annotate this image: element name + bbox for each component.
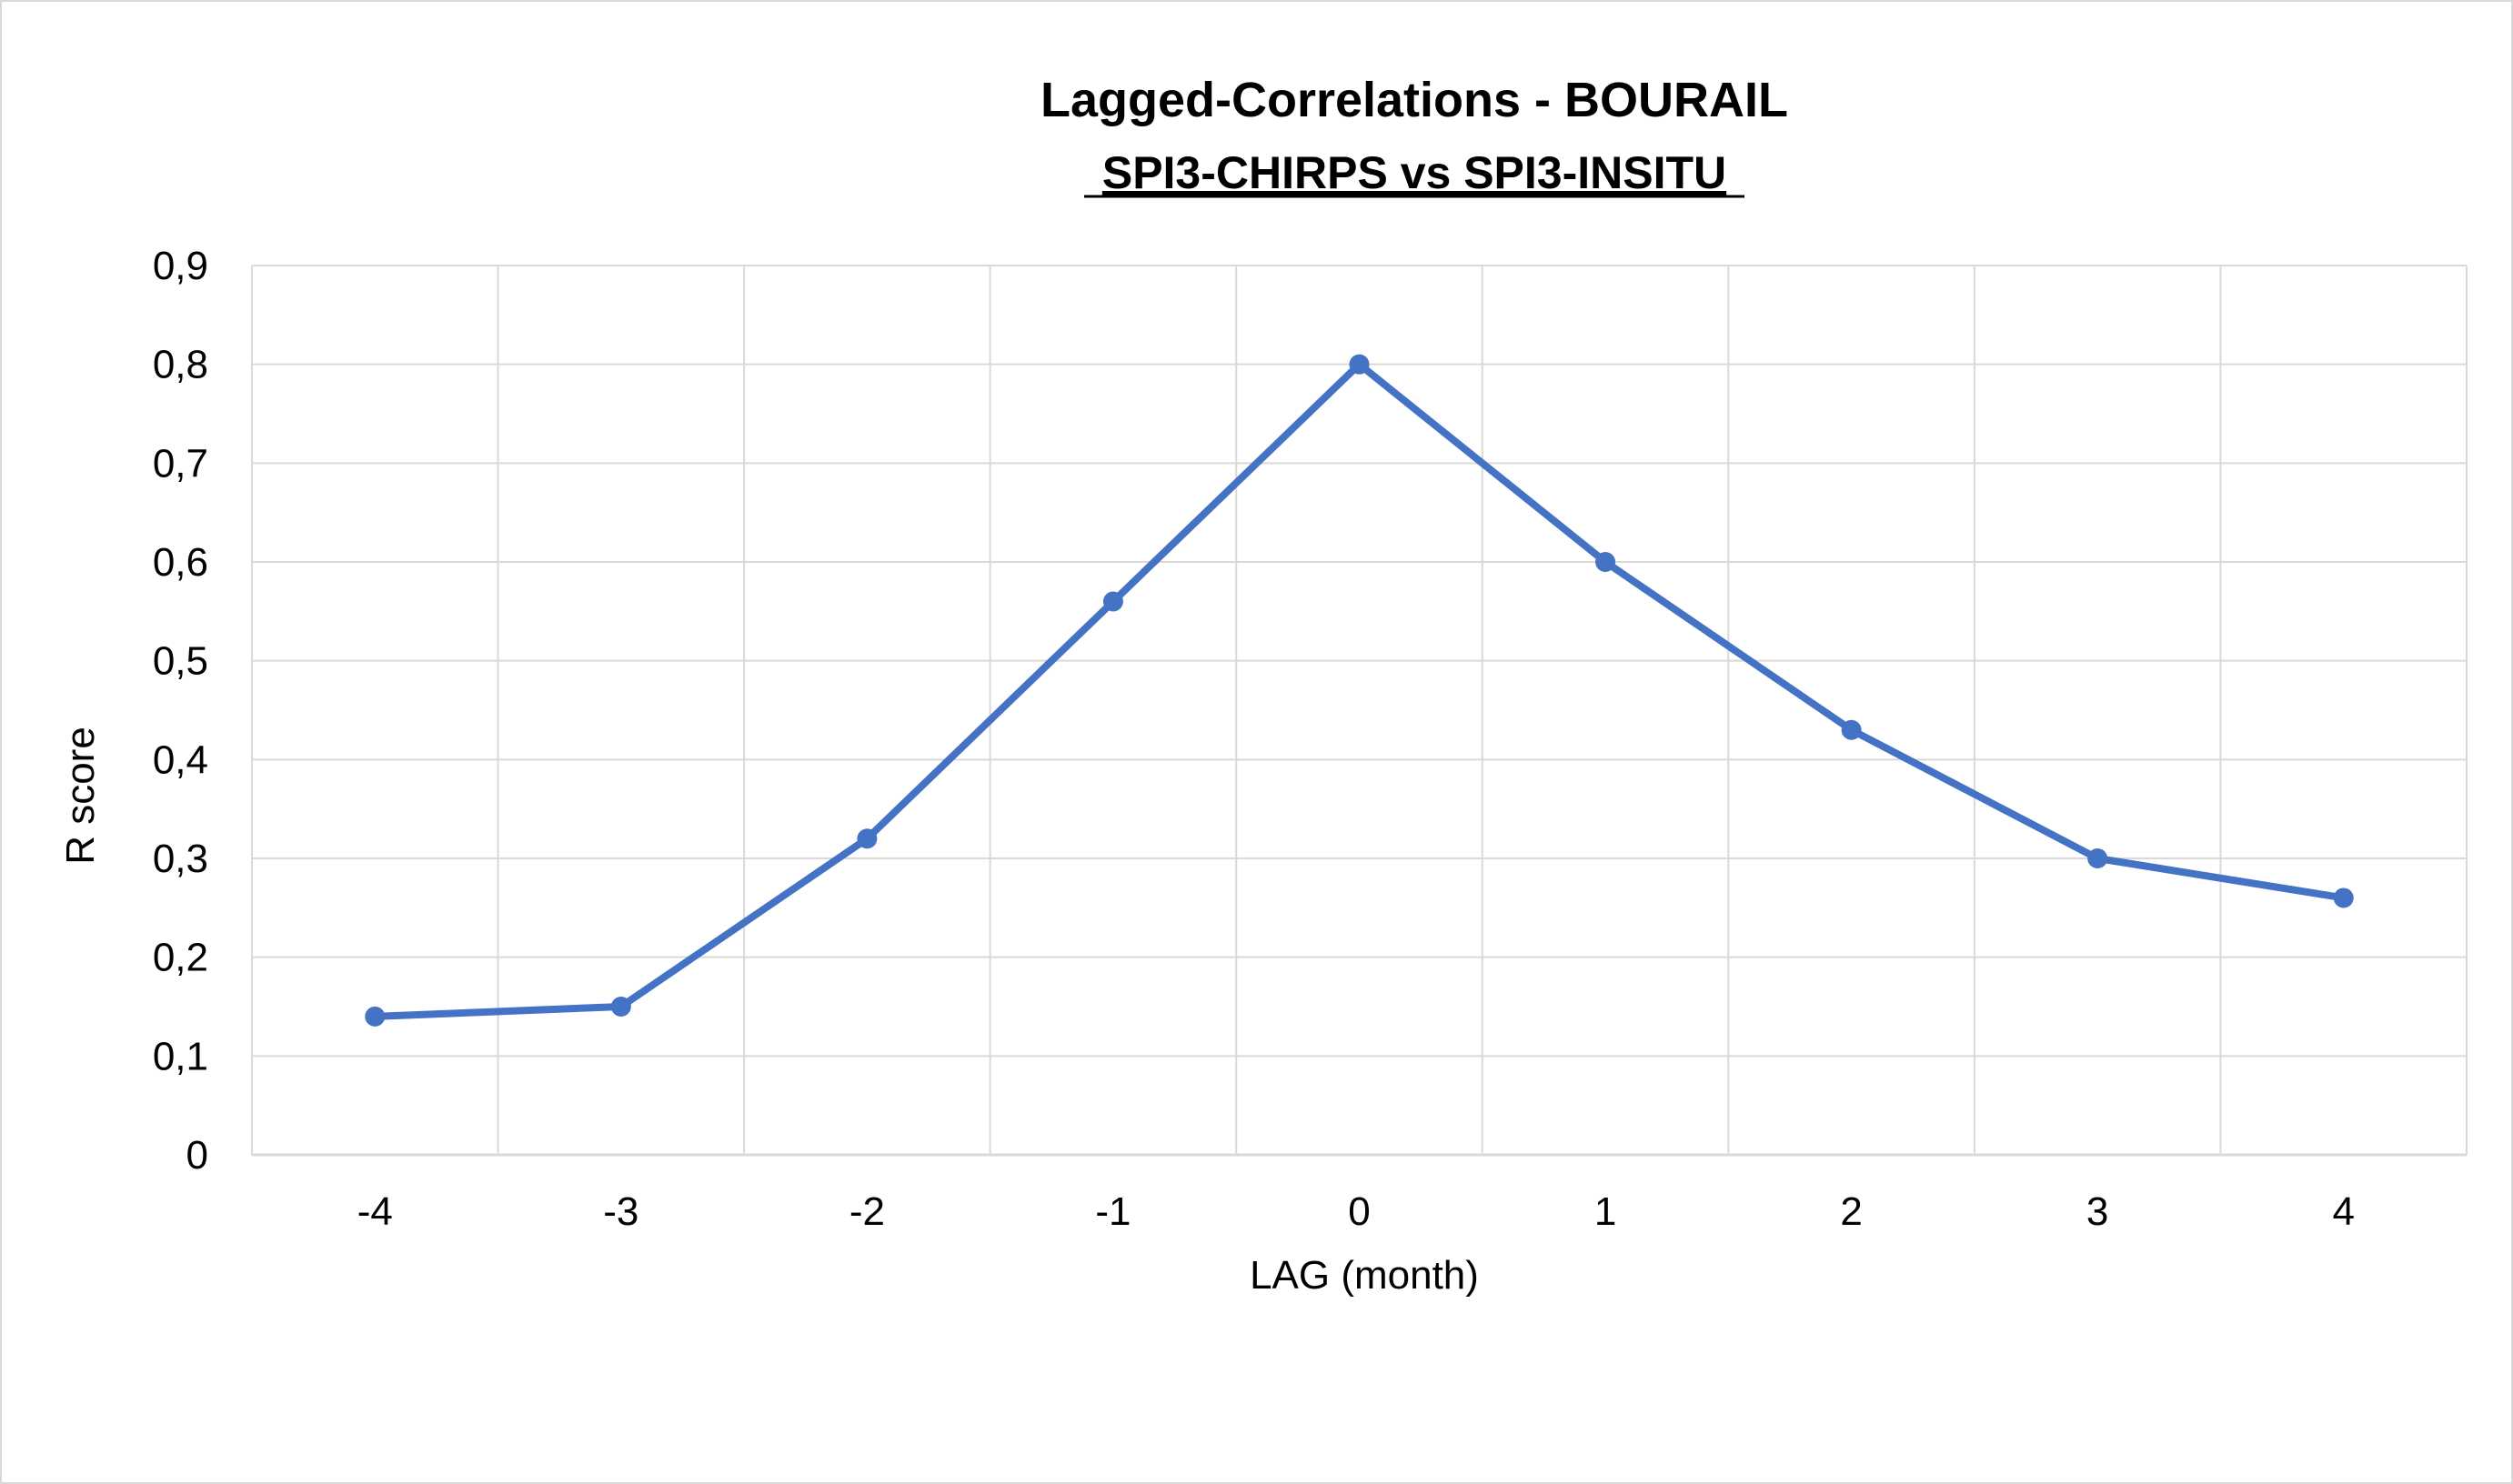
data-point	[610, 997, 631, 1017]
y-tick-label: 0,8	[153, 343, 208, 387]
x-tick-label: -2	[849, 1189, 885, 1234]
chart-subtitle: SPI3-CHIRPS vs SPI3-INSITU	[1102, 147, 1726, 198]
y-tick-label: 0,4	[153, 737, 208, 782]
y-tick-label: 0,2	[153, 936, 208, 980]
x-tick-label: -1	[1095, 1189, 1131, 1234]
x-tick-label: -4	[357, 1189, 393, 1234]
x-tick-label: 1	[1594, 1189, 1616, 1234]
data-point	[1349, 354, 1370, 375]
y-tick-label: 0,5	[153, 639, 208, 684]
x-tick-label: 2	[1840, 1189, 1862, 1234]
y-axis-title: R score	[58, 727, 103, 865]
data-point	[365, 1006, 386, 1027]
data-point	[2333, 887, 2354, 908]
x-tick-label: 3	[2086, 1189, 2108, 1234]
data-point	[1841, 719, 1862, 740]
chart-title: Lagged-Correlations - BOURAIL	[1040, 73, 1788, 127]
y-tick-label: 0	[186, 1133, 208, 1178]
data-point	[2087, 848, 2108, 868]
x-tick-label: -3	[603, 1189, 638, 1234]
series-line	[371, 360, 2347, 1020]
data-point	[1595, 552, 1616, 572]
y-tick-label: 0,3	[153, 837, 208, 881]
y-tick-label: 0,6	[153, 540, 208, 585]
y-tick-label: 0,9	[153, 244, 208, 288]
tick-label-layer: 0 0,1 0,2 0,3 0,4 0,5 0,6 0,7 0,8 0,9 -4 -3 -2 -1 0 1 2 3…	[153, 244, 2355, 1234]
x-tick-label: 0	[1348, 1189, 1370, 1234]
data-point	[1102, 591, 1123, 612]
y-tick-label: 0,7	[153, 441, 208, 486]
y-tick-label: 0,1	[153, 1034, 208, 1078]
x-axis-title: LAG (month)	[1250, 1253, 1479, 1298]
data-point	[857, 828, 878, 849]
grid-layer	[251, 265, 2468, 1155]
x-tick-label: 4	[2332, 1189, 2354, 1234]
series-layer	[365, 354, 2354, 1027]
